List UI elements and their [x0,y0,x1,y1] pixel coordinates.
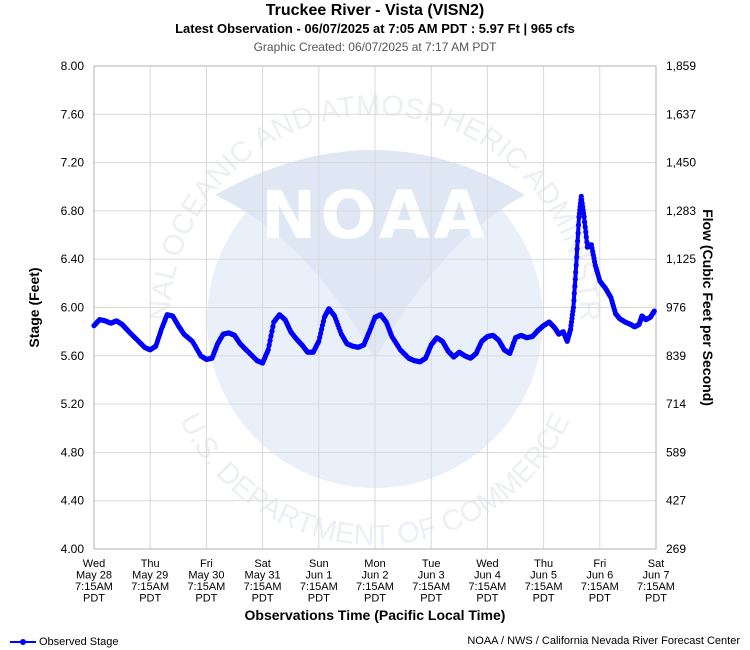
latest-observation: Latest Observation - 06/07/2025 at 7:05 … [175,21,575,36]
y2-tick-label: 1,125 [666,252,696,266]
x-axis-label: Observations Time (Pacific Local Time) [245,607,506,623]
graphic-created: Graphic Created: 06/07/2025 at 7:17 AM P… [253,40,497,54]
series-point [267,337,273,344]
legend: Observed Stage [10,636,119,648]
legend-swatch-icon [10,637,36,647]
series-point [583,229,589,235]
y-tick-label: 6.40 [61,252,85,266]
y-tick-label: 5.20 [61,397,85,411]
series-point [575,222,582,228]
y-tick-label: 8.00 [61,59,85,73]
y-axis-label: Stage (Feet) [26,267,42,347]
series-point [582,224,588,230]
x-tick-label: Tue Jun 3 7:15AM PDT [412,558,450,605]
y2-tick-label: 589 [666,445,686,459]
series-point [651,308,657,314]
x-tick-label: Sun Jun 1 7:15AM PDT [300,558,338,605]
y2-tick-label: 1,859 [666,59,696,73]
x-tick-label: Mon Jun 2 7:15AM PDT [356,558,394,605]
series-point [268,333,274,339]
x-tick-label: Sat Jun 7 7:15AM PDT [637,558,675,605]
legend-label: Observed Stage [39,636,119,648]
y2-tick-label: 1,637 [666,107,696,121]
plot-frame [93,65,657,550]
y-tick-label: 4.40 [61,494,85,508]
series-point [571,297,577,304]
series-point [573,262,579,268]
series-point [572,283,578,289]
x-tick-label: Thu May 29 7:15AM PDT [131,558,169,605]
watermark-logo-text: NOAA [261,177,489,254]
x-tick-label: Fri May 30 7:15AM PDT [187,558,225,605]
y2-tick-label: 1,283 [666,204,696,218]
series-point [574,254,580,260]
series-point [575,230,581,236]
x-tick-label: Wed Jun 4 7:15AM PDT [468,558,506,605]
series-point [584,239,590,245]
y-tick-label: 6.00 [61,301,85,315]
series-point [270,324,276,330]
series-point [269,328,275,334]
y2-tick-label: 269 [666,542,686,556]
x-tick-label: Fri Jun 6 7:15AM PDT [581,558,619,605]
y2-tick-label: 427 [666,494,686,508]
chart-title: Truckee River - Vista (VISN2) [265,2,485,19]
y-tick-label: 4.00 [61,542,85,556]
series-point [581,214,587,220]
noaa-watermark: NOAA NATIONAL OCEANIC AND ATMOSPHERIC AD… [0,0,605,552]
source-credit: NOAA / NWS / California Nevada River For… [467,635,740,647]
x-tick-label: Wed May 28 7:15AM PDT [75,558,113,605]
y2-tick-label: 1,450 [666,156,696,170]
y2-tick-label: 839 [666,349,686,363]
series-point [320,318,327,324]
series-point [583,234,589,240]
x-tick-label: Sat May 31 7:15AM PDT [244,558,282,605]
y2-tick-label: 976 [666,301,686,315]
y-tick-label: 6.80 [61,204,85,218]
series-point [316,338,322,344]
series-point [318,330,324,336]
series-point [582,219,588,225]
y2-axis-label: Flow (Cubic Feet per Second) [700,209,716,406]
x-tick-label: Thu Jun 5 7:15AM PDT [525,558,563,605]
series-point [266,342,272,348]
y-tick-label: 7.20 [61,156,85,170]
y2-tick-label: 714 [666,397,686,411]
y-tick-label: 7.60 [61,107,85,121]
series-point [575,238,581,244]
series-point [317,334,323,340]
series-point [570,304,577,311]
series-point [573,269,579,275]
series-point [265,347,271,353]
series-point [574,246,580,252]
series-point [572,276,578,282]
series-point [571,290,577,296]
series-point [319,322,326,328]
y-tick-label: 4.80 [61,445,85,459]
series-point [319,326,325,332]
watermark-gull [215,150,525,360]
y-tick-label: 5.60 [61,349,85,363]
